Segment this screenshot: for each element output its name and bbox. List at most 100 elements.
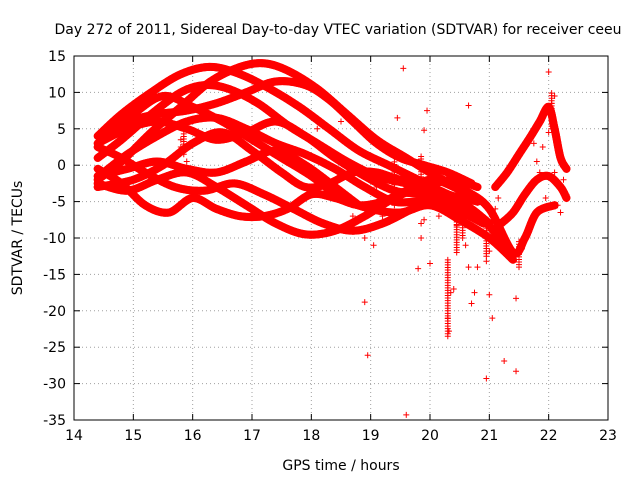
data-point [510,253,517,260]
data-point [165,173,172,180]
data-point [539,144,546,150]
data-point [545,129,552,136]
data-point [542,194,549,201]
data-point [533,158,540,165]
data-point [183,158,190,165]
data-point [495,194,502,201]
y-tick-label: 0 [57,158,66,174]
data-point [545,69,552,76]
data-point [560,176,567,183]
data-point [400,65,407,72]
data-point [453,218,460,225]
data-point [373,184,380,191]
plot-frame [73,55,609,421]
x-tick-label: 22 [540,428,558,444]
data-point [483,258,490,265]
data-point [459,206,466,213]
data-point [421,127,428,134]
y-tick-labels: -35 -30 -25 -20 -15 -10 -5 0 5 10 15 [43,49,66,429]
y-tick-label: 10 [48,85,66,101]
data-point [438,191,445,198]
data-point [563,191,570,198]
data-point [462,242,469,249]
data-trace-markers [93,146,363,210]
y-tick-label: -15 [43,267,66,283]
x-tick-label: 16 [184,428,202,444]
y-axis-label: SDTVAR / TECUs [10,181,26,296]
data-trace-markers [99,77,476,188]
data-trace-markers [93,168,494,239]
data-point [465,264,472,271]
data-point [438,176,445,183]
x-tick-label: 23 [599,428,617,444]
data-point [486,291,493,298]
data-point [548,90,555,97]
data-point [180,130,187,137]
x-axis-label: GPS time / hours [282,458,399,474]
data-point [450,285,457,292]
data-point [557,209,564,216]
x-tick-label: 14 [65,428,83,444]
data-point [349,213,356,220]
data-point [492,205,499,212]
y-tick-label: -30 [43,377,66,393]
data-point [444,256,451,263]
y-tick-label: -20 [43,304,66,320]
data-point [501,358,508,365]
data-point [471,289,478,296]
data-point [418,235,425,241]
data-point [424,107,431,114]
y-tick-label: -10 [43,231,66,247]
data-point [513,295,520,302]
x-tick-label: 21 [480,428,498,444]
data-point [409,180,416,187]
data-point [338,118,344,125]
data-point [483,375,490,382]
data-point [465,102,472,109]
data-point [418,153,425,160]
x-tick-label: 19 [362,428,380,444]
data-point [364,352,371,359]
data-point [403,411,410,418]
data-point [314,125,321,132]
data-trace-markers [497,171,571,228]
chart-title: Day 272 of 2011, Sidereal Day-to-day VTE… [54,22,621,38]
x-tick-label: 20 [421,428,439,444]
data-trace-markers [93,117,512,253]
data-point [489,224,496,231]
y-tick-label: 5 [57,122,66,138]
data-point [427,260,433,267]
data-point [394,114,401,121]
data-trace-markers [99,113,488,228]
x-tick-label: 15 [124,428,142,444]
data-point [489,315,496,322]
data-point [421,216,428,223]
y-tick-label: -5 [52,195,66,211]
data-point [474,264,481,271]
data-trace-markers [105,91,518,264]
data-point [513,368,520,375]
x-tick-label: 18 [302,428,320,444]
data-point [418,220,425,227]
data-point [379,213,386,220]
data-point [415,265,422,272]
data-point [435,213,442,220]
data-point [361,299,368,306]
data-point [427,165,433,172]
data-point [536,169,543,176]
data-point [370,242,377,249]
data-point [480,220,487,227]
data-point [516,238,522,245]
data-point [554,202,561,209]
data-point [361,235,368,241]
x-tick-label: 17 [243,428,261,444]
x-tick-labels: 14 15 16 17 18 19 20 21 22 23 [65,428,617,444]
data-point [468,300,475,307]
data-trace-markers [491,102,571,192]
y-tick-label: 15 [48,49,66,65]
y-tick-label: -25 [43,340,66,356]
data-point [483,225,490,232]
y-tick-label: -35 [43,413,66,429]
data-point [551,169,558,176]
